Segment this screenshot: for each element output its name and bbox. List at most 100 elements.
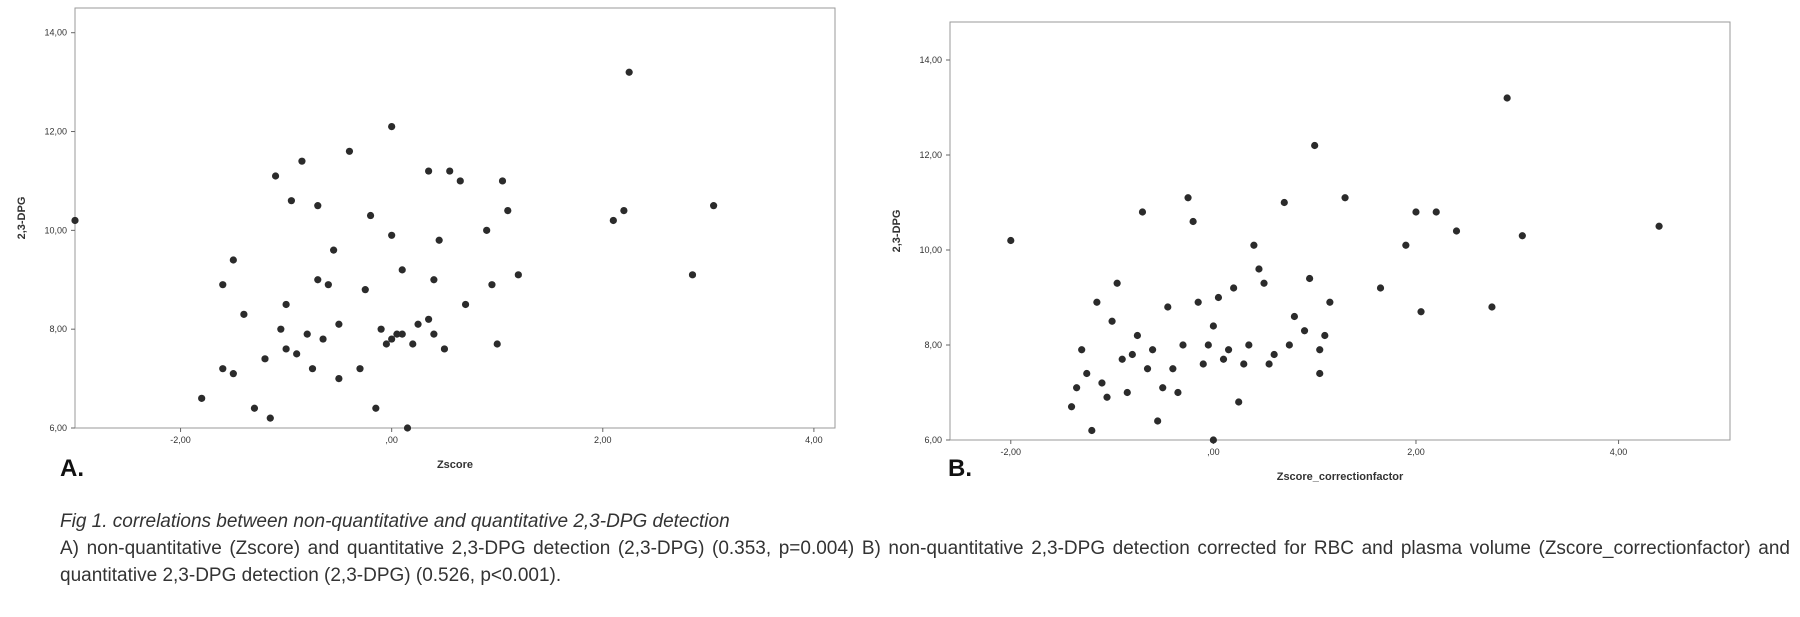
data-point [1417, 308, 1425, 316]
data-point [1194, 298, 1202, 306]
data-point [219, 281, 227, 289]
data-point [1179, 341, 1187, 349]
data-point [1341, 194, 1349, 202]
data-point [229, 256, 237, 264]
data-point [1452, 227, 1461, 235]
data-point [1376, 284, 1385, 292]
data-point [250, 404, 259, 412]
data-point [282, 300, 290, 309]
x-tick-label: 4,00 [1610, 447, 1628, 457]
data-point [1123, 388, 1131, 397]
y-tick-label: 10,00 [44, 225, 67, 235]
data-point [356, 365, 364, 373]
data-point [1174, 388, 1182, 397]
data-point [1209, 436, 1217, 444]
x-tick-label: 2,00 [1407, 447, 1425, 457]
data-point [1128, 350, 1136, 359]
data-point [282, 345, 290, 353]
data-point [1306, 274, 1314, 283]
data-point [1204, 341, 1212, 349]
data-point [1316, 346, 1324, 354]
x-tick-label: 2,00 [594, 435, 612, 445]
data-point [277, 325, 285, 333]
y-tick-label: 10,00 [919, 245, 942, 255]
x-tick-label: ,00 [385, 435, 398, 445]
plot-frame [74, 7, 836, 429]
data-point [393, 330, 401, 338]
data-point [1148, 346, 1157, 354]
data-point [324, 281, 332, 289]
data-point [1235, 398, 1243, 406]
data-point [1164, 303, 1172, 311]
data-point [1503, 94, 1511, 102]
data-point [609, 216, 617, 225]
x-axis-title: Zscore [437, 459, 473, 471]
data-point [314, 276, 322, 284]
x-axis-title: Zscore_correctionfactor [1277, 471, 1404, 483]
data-point [488, 281, 496, 289]
data-point [1098, 379, 1106, 387]
data-point [498, 177, 507, 185]
data-point [1113, 279, 1121, 287]
data-point [293, 350, 301, 358]
y-axis-title: 2,3-DPG [891, 210, 903, 253]
data-point [261, 355, 269, 363]
data-point [1316, 369, 1324, 378]
data-point [335, 320, 343, 328]
data-point [71, 216, 79, 225]
y-tick-label: 12,00 [44, 127, 67, 137]
data-point [388, 122, 396, 131]
data-point [504, 206, 512, 215]
data-point [409, 340, 417, 348]
data-point [446, 167, 454, 175]
data-point [1265, 360, 1273, 368]
x-tick-label: ,00 [1207, 447, 1220, 457]
scatter-plot-a: -2,00 ,00 2,00 4,00 6,00 8,00 10,00 12,00 14,00 Z… [16, 7, 836, 471]
x-tick-label: -2,00 [1001, 447, 1022, 457]
data-point [1078, 346, 1086, 354]
data-point [314, 202, 322, 210]
scatter-plot-b: -2,00 ,00 2,00 4,00 6,00 8,00 10,00 12,00 14,00 Z… [891, 21, 1731, 483]
data-point [1240, 360, 1248, 368]
data-point [403, 424, 412, 432]
data-point [425, 167, 433, 175]
data-point [1067, 403, 1076, 411]
data-point [388, 231, 396, 239]
data-point [1300, 327, 1309, 335]
x-tick-label: 4,00 [805, 435, 823, 445]
data-point [366, 211, 375, 220]
data-point [377, 325, 385, 333]
data-point [1326, 298, 1334, 306]
data-point [1093, 298, 1101, 306]
data-point [219, 365, 227, 373]
data-point [1189, 217, 1197, 226]
data-point [229, 370, 237, 378]
data-point [1103, 393, 1111, 401]
data-point [298, 157, 306, 165]
data-point [1219, 355, 1228, 363]
data-point [1133, 331, 1142, 340]
data-point [1214, 293, 1223, 302]
data-point [440, 345, 449, 353]
data-point [1007, 236, 1015, 245]
data-point [1169, 365, 1177, 373]
data-point [1412, 208, 1420, 216]
data-point [330, 246, 338, 254]
chart-panel-a: -2,00 ,00 2,00 4,00 6,00 8,00 10,00 12,00 14,00 Z… [0, 0, 900, 500]
y-tick-label: 8,00 [924, 340, 942, 350]
data-point [1655, 222, 1663, 230]
data-point [361, 286, 369, 294]
data-point [430, 276, 438, 284]
data-point [1118, 355, 1126, 363]
data-point [1209, 322, 1217, 330]
data-point [620, 206, 628, 215]
data-point [456, 177, 464, 185]
data-point [1270, 350, 1278, 359]
chart-panel-b: -2,00 ,00 2,00 4,00 6,00 8,00 10,00 12,00 14,00 Z… [891, 0, 1800, 500]
data-point [1143, 365, 1152, 373]
data-point [461, 300, 470, 309]
data-point [398, 266, 406, 274]
data-point [1108, 317, 1116, 325]
data-point [710, 202, 718, 210]
y-tick-label: 6,00 [49, 423, 67, 433]
